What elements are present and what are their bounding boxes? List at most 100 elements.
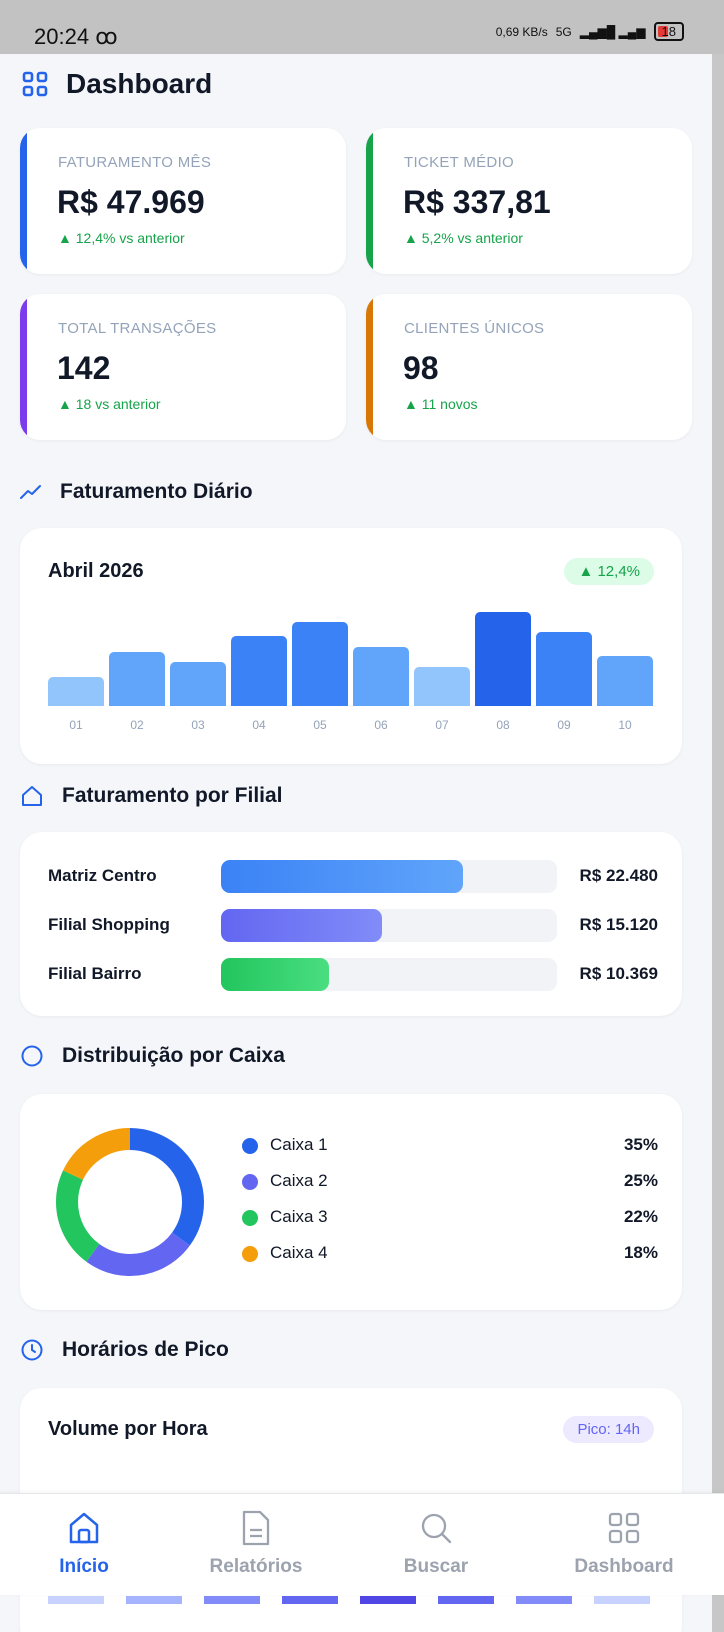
daily-bar-chart [48,608,658,706]
section-daily-title: Faturamento Diário [20,480,253,504]
hour-bar [516,1596,572,1604]
peak-badge: Pico: 14h [563,1416,654,1443]
branch-progress-track [221,958,557,991]
x-tick-label: 09 [557,718,571,732]
stat-value: 142 [57,350,111,386]
legend-dot [242,1138,258,1154]
bar-day-02 [109,652,165,706]
stat-card-accent [366,128,373,274]
legend-pct: 35% [623,1135,658,1154]
x-tick-label: 04 [252,718,266,732]
x-tick-label: 01 [69,718,83,732]
branch-progress-fill [221,958,329,991]
legend-name: Caixa 4 [270,1243,328,1262]
donut-slice-caixa-4 [56,1128,204,1276]
bar-day-03 [170,661,226,706]
bar-day-01 [48,676,104,706]
nav-item-buscar[interactable]: Buscar [356,1506,516,1578]
x-tick-label: 08 [496,718,510,732]
legend-name: Caixa 1 [270,1135,328,1154]
daily-chart-card: Abril 2026 ▲ 12,4% 01 02 03 04 05 06 07 08 09 10 [20,528,682,764]
nav-label: Dashboard [574,1556,674,1577]
registers-card: Caixa 1 35% Caixa 2 25% Caixa 3 22% Caixa 4 18% [20,1094,682,1310]
daily-chart-title: Abril 2026 [48,560,144,582]
stat-change: ▲ 18 vs anterior [58,396,161,412]
branch-progress-track [221,909,557,942]
status-icons: 0,69 KB/s 5G ▂▄▆█ ▂▄▆ 18 [496,22,684,41]
stat-card-clients: CLIENTES ÚNICOS 98 ▲ 11 novos [366,294,692,440]
hour-bars [48,1596,658,1604]
legend-item: Caixa 4 18% [242,1240,658,1270]
bottom-nav: Início Relatórios Buscar Dashboard [0,1493,724,1595]
nav-item-dashboard[interactable]: Dashboard [544,1506,704,1578]
legend-pct: 18% [623,1243,658,1262]
branch-row: Filial Shopping R$ 15.120 [48,907,658,943]
signal-icon: ▂▄▆█ ▂▄▆ [579,24,646,39]
x-tick-label: 02 [130,718,144,732]
branch-progress-track [221,860,557,893]
stat-value: 98 [403,350,439,386]
hour-bar [204,1596,260,1604]
nav-label: Relatórios [209,1556,303,1577]
status-time: 20:24 ꝏ [34,24,118,49]
grid-icon [22,71,48,97]
nav-label: Início [59,1556,109,1577]
legend-item: Caixa 1 35% [242,1132,658,1162]
status-bar: 20:24 ꝏ 0,69 KB/s 5G ▂▄▆█ ▂▄▆ 18 [0,0,724,54]
legend-pct: 25% [623,1171,658,1190]
legend-name: Caixa 3 [270,1207,328,1226]
section-peak-title: Horários de Pico [20,1338,229,1362]
legend-name: Caixa 2 [270,1171,328,1190]
stat-card-accent [366,294,373,440]
bar-day-07 [414,666,470,706]
x-tick-label: 07 [435,718,449,732]
stat-change: ▲ 11 novos [404,396,478,412]
hour-bar [282,1596,338,1604]
app-screen: Dashboard FATURAMENTO MÊS R$ 47.969 ▲ 12… [0,54,712,1632]
net-speed: 0,69 KB/s [495,24,548,39]
nav-item-inicio[interactable]: Início [4,1506,164,1578]
x-tick-label: 05 [313,718,327,732]
legend-dot [242,1174,258,1190]
stat-label: TOTAL TRANSAÇÕES [58,320,217,337]
nav-item-relatorios[interactable]: Relatórios [176,1506,336,1578]
trending-up-icon [20,485,41,499]
bar-day-10 [597,656,653,706]
bar-day-08 [475,611,531,706]
hour-bar [594,1596,650,1604]
hour-bar [360,1596,416,1604]
bar-day-05 [292,621,348,706]
branch-amount: R$ 15.120 [579,915,658,934]
hour-bar [126,1596,182,1604]
home-icon [69,1512,99,1544]
x-tick-label: 06 [374,718,388,732]
x-tick-label: 03 [191,718,205,732]
stat-change: ▲ 12,4% vs anterior [58,230,185,246]
donut-slice-caixa-2 [56,1128,204,1276]
stat-value: R$ 337,81 [403,184,551,220]
stat-card-accent [20,294,27,440]
stat-label: TICKET MÉDIO [404,154,514,171]
bar-day-04 [231,636,287,706]
x-tick-label: 10 [618,718,632,732]
bar-day-09 [536,631,592,706]
circle-icon [21,1045,43,1067]
branch-amount: R$ 22.480 [579,866,658,885]
page-title: Dashboard [66,68,213,99]
peak-card-title: Volume por Hora [48,1418,208,1440]
branch-row: Filial Bairro R$ 10.369 [48,956,658,992]
register-donut-chart [56,1128,204,1276]
stat-value: R$ 47.969 [57,184,205,220]
legend-item: Caixa 2 25% [242,1168,658,1198]
branch-amount: R$ 10.369 [579,964,658,983]
donut-slice-caixa-3 [56,1128,204,1276]
growth-badge: ▲ 12,4% [564,558,654,585]
stat-card-accent [20,128,27,274]
stat-change: ▲ 5,2% vs anterior [404,230,523,246]
branch-name: Matriz Centro [48,866,157,885]
battery-icon: 18 [653,22,684,41]
section-branches-title: Faturamento por Filial [20,784,283,808]
section-registers-title: Distribuição por Caixa [20,1044,285,1068]
home-icon [22,786,42,806]
page-header: Dashboard [22,68,212,100]
